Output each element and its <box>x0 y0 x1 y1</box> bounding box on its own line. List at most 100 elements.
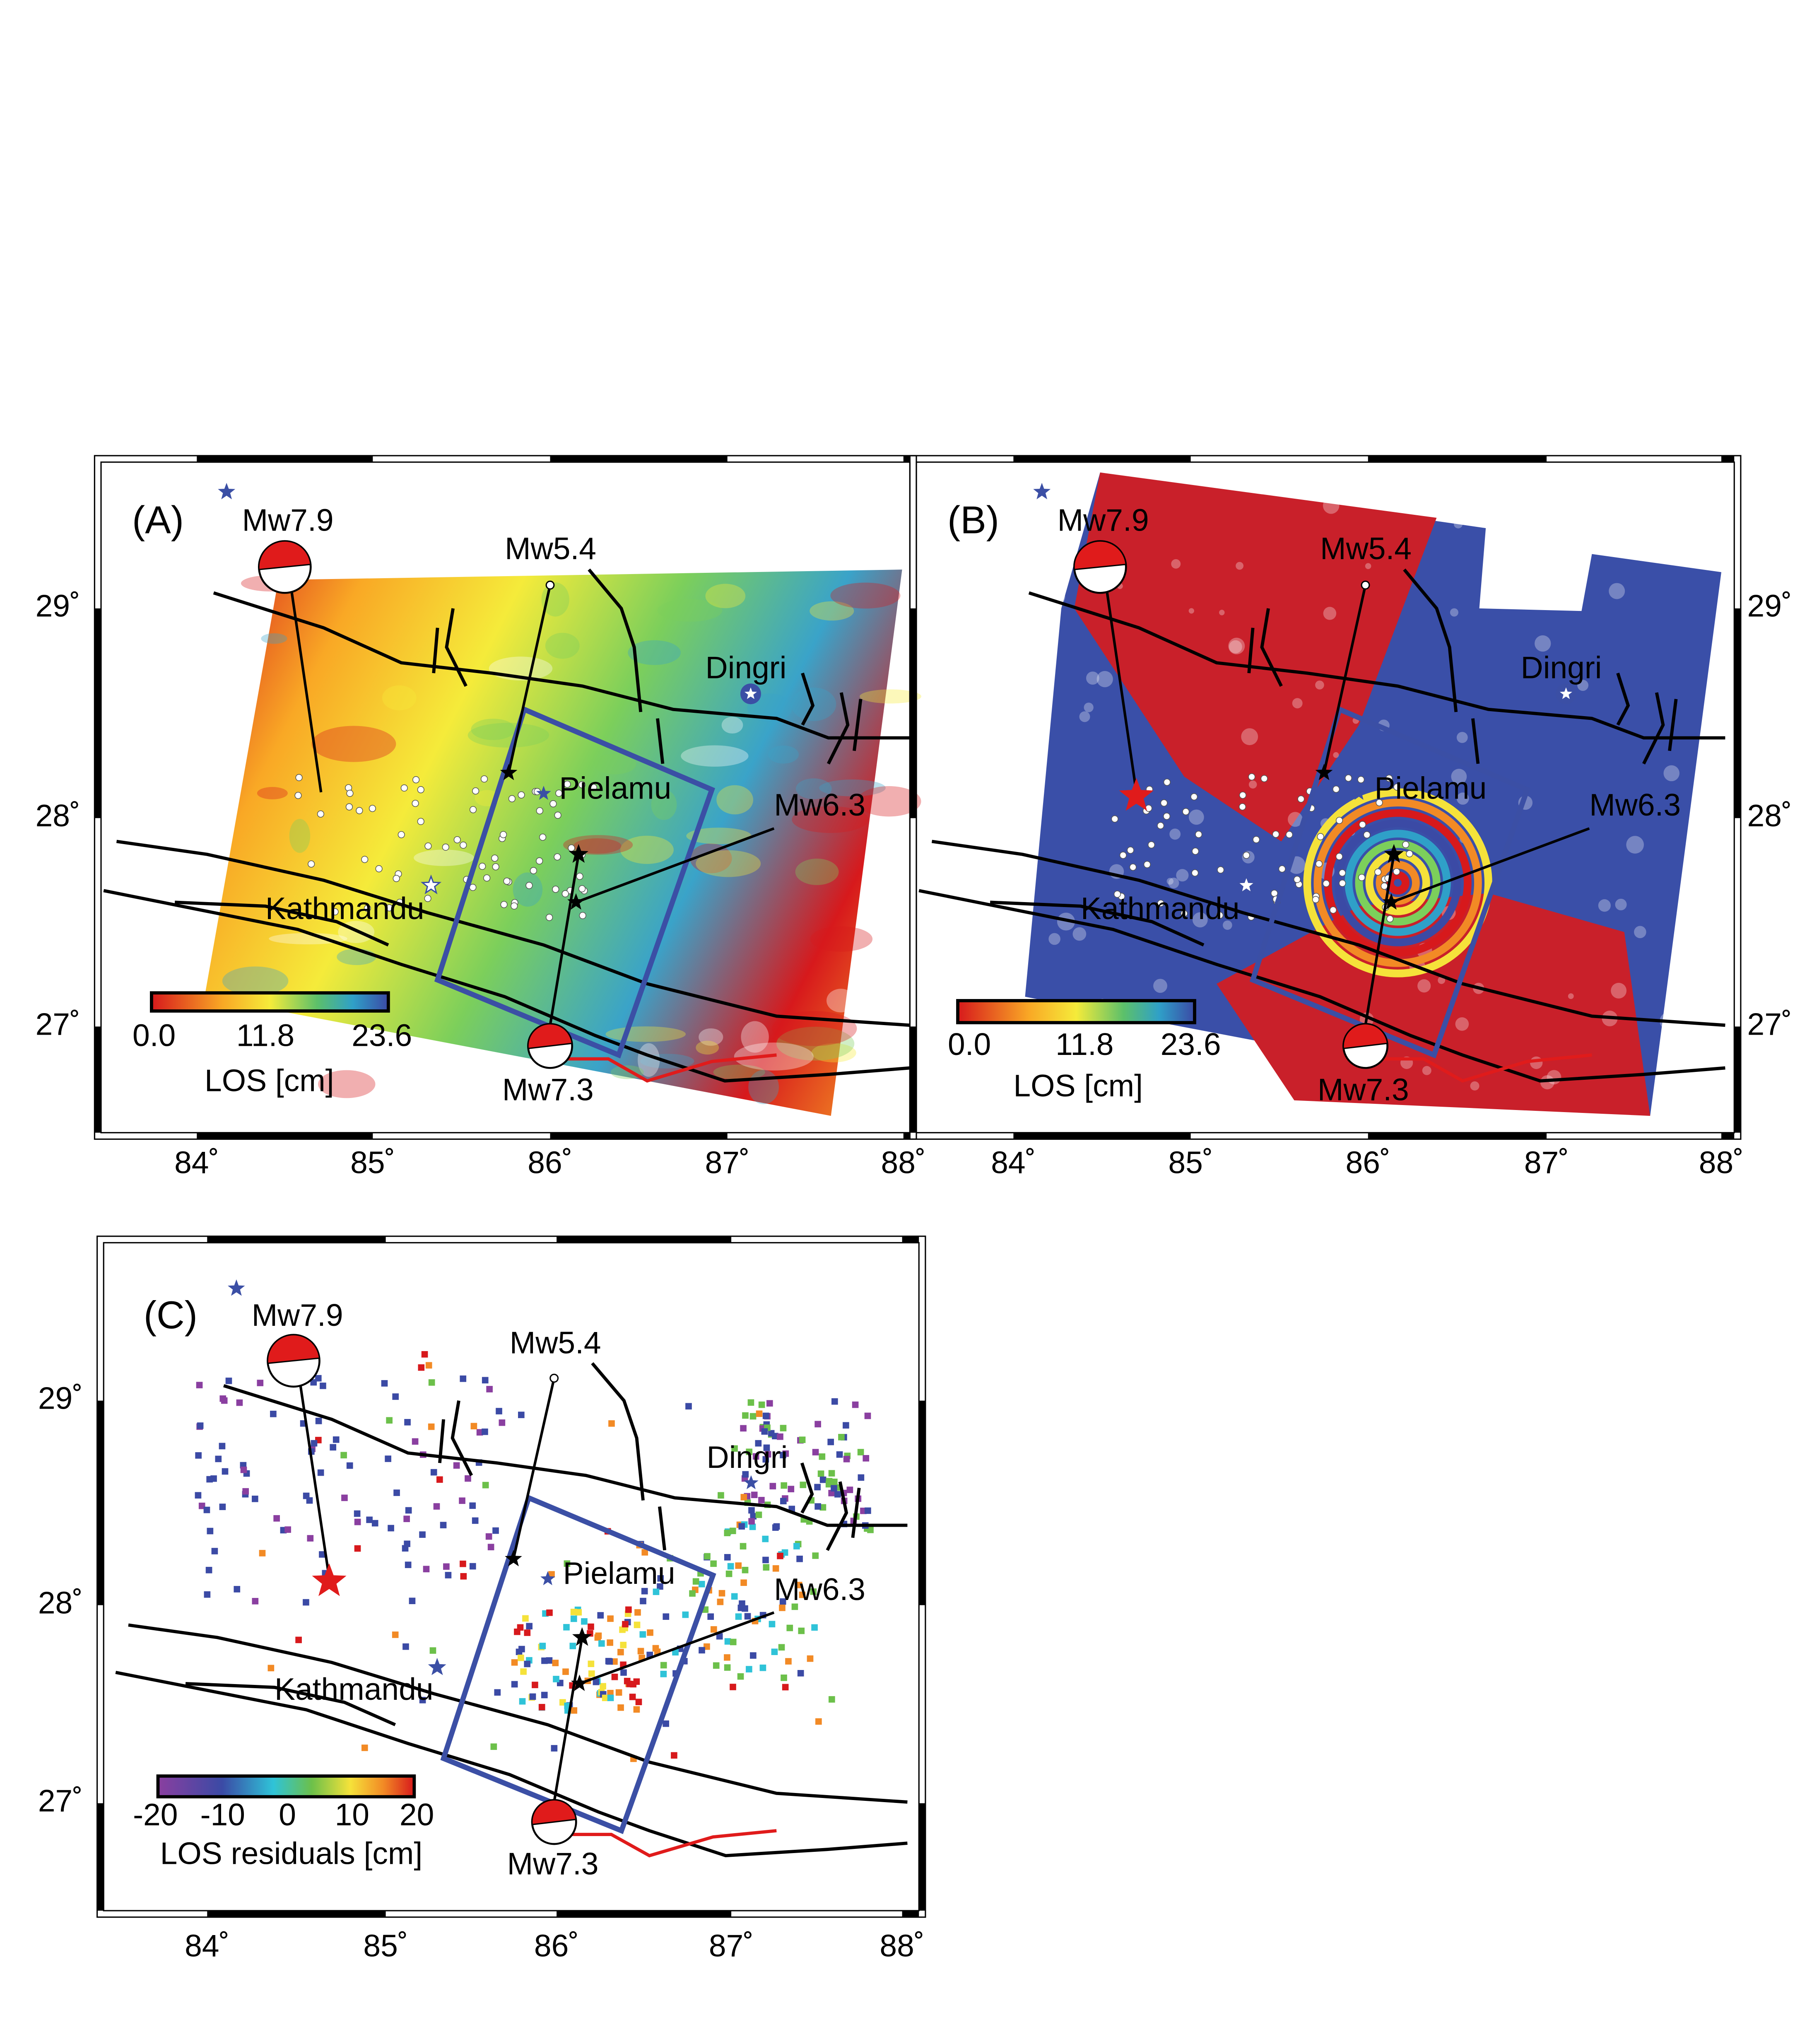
residual-pixel <box>788 1486 795 1492</box>
place-label: Pielamu <box>563 1556 675 1590</box>
residual-pixel <box>520 1668 527 1675</box>
residual-pixel <box>797 1670 804 1677</box>
leader-line <box>512 1378 556 1559</box>
fault <box>185 1682 396 1726</box>
texture <box>1248 780 1257 789</box>
aftershock <box>508 795 516 802</box>
texture <box>1451 769 1467 784</box>
frame-bar <box>94 608 101 818</box>
residual-pixel <box>393 1489 400 1496</box>
aftershock <box>356 807 363 814</box>
residual-pixel <box>772 1524 779 1531</box>
texture <box>311 726 396 762</box>
residual-pixel <box>800 1482 807 1488</box>
aftershock <box>561 890 569 898</box>
texture <box>1663 765 1679 782</box>
texture <box>1072 927 1087 941</box>
colorbar-title: LOS [cm] <box>1013 1068 1143 1103</box>
texture <box>1615 898 1627 910</box>
residual-pixel <box>541 1692 548 1699</box>
aftershock <box>1345 774 1352 782</box>
residual-pixel <box>487 1544 494 1550</box>
residual-pixel <box>762 1557 769 1564</box>
residual-pixel <box>403 1516 410 1522</box>
residual-pixel <box>742 1412 749 1419</box>
texture <box>1236 562 1244 570</box>
residual-pixel <box>772 1565 779 1572</box>
texture <box>721 717 743 734</box>
frame-bar <box>902 1911 919 1917</box>
residual-pixel <box>524 1629 531 1636</box>
residual-pixel <box>738 1523 745 1530</box>
event-label: Mw5.4 <box>505 531 596 566</box>
star <box>572 1627 592 1646</box>
residual-pixel <box>831 1478 838 1485</box>
residual-pixel <box>692 1578 699 1585</box>
residual-pixel <box>819 1453 826 1460</box>
residual-pixel <box>310 1379 317 1386</box>
aftershock <box>294 792 302 799</box>
texture <box>1626 836 1644 854</box>
residual-pixel <box>354 1545 361 1552</box>
frame-bar <box>1721 456 1735 462</box>
residual-pixel <box>539 1643 546 1649</box>
beachball-quadrant <box>531 1799 577 1825</box>
frame-bar <box>197 1132 373 1139</box>
aftershock <box>1239 803 1246 811</box>
residual-pixel <box>219 1503 226 1510</box>
aftershock <box>1381 882 1388 890</box>
residual-pixel <box>600 1683 606 1690</box>
place-label: Dingri <box>706 1440 788 1474</box>
texture <box>1634 926 1646 939</box>
residual-pixel <box>772 1433 778 1440</box>
aftershock <box>479 863 486 870</box>
residual-pixel <box>633 1706 640 1713</box>
lon-tick-label: 87˚ <box>705 1145 749 1180</box>
event-marker <box>1361 580 1370 590</box>
aftershock <box>578 781 586 789</box>
fault <box>432 627 439 673</box>
colorbar <box>149 991 390 1013</box>
aftershock <box>1143 861 1151 868</box>
texture <box>318 1070 376 1098</box>
texture <box>1613 511 1628 527</box>
residual-pixel <box>663 1720 669 1727</box>
frame-bar <box>1734 608 1741 818</box>
aftershock <box>552 886 559 893</box>
event-marker <box>549 1373 559 1383</box>
star <box>1559 687 1572 699</box>
residual-pixel <box>843 1422 849 1429</box>
frame-bar <box>903 456 910 462</box>
residual-pixel <box>791 1603 798 1610</box>
aftershock <box>295 774 303 781</box>
texture <box>638 1043 660 1077</box>
residual-pixel <box>740 1494 747 1501</box>
residual-pixel <box>730 1684 736 1690</box>
residual-pixel <box>608 1420 615 1427</box>
fault-model <box>434 706 716 1059</box>
lon-tick-label: 88˚ <box>881 1145 926 1180</box>
residual-pixel <box>780 1452 786 1458</box>
texture <box>467 723 549 748</box>
aftershock <box>536 857 543 865</box>
leader-line <box>1364 854 1395 1026</box>
texture <box>1417 979 1431 993</box>
aftershock <box>1357 776 1365 783</box>
residual-pixel <box>581 1618 588 1625</box>
residual-pixel <box>320 1383 326 1389</box>
texture <box>628 640 681 665</box>
residual-pixel <box>717 1598 724 1605</box>
aftershock <box>412 800 419 807</box>
residual-pixel <box>564 1560 571 1567</box>
place-label: Pielamu <box>559 770 671 805</box>
texture <box>1453 519 1463 528</box>
residual-pixel <box>562 1668 569 1675</box>
leader-line <box>553 1637 583 1803</box>
aftershock <box>369 805 376 812</box>
aftershock <box>1217 866 1224 874</box>
residual-pixel <box>755 1440 762 1447</box>
residual-pixel <box>834 1491 841 1498</box>
residual-pixel <box>428 1379 435 1386</box>
aftershock <box>554 853 561 861</box>
lat-tick-label: 28˚ <box>38 1585 83 1620</box>
